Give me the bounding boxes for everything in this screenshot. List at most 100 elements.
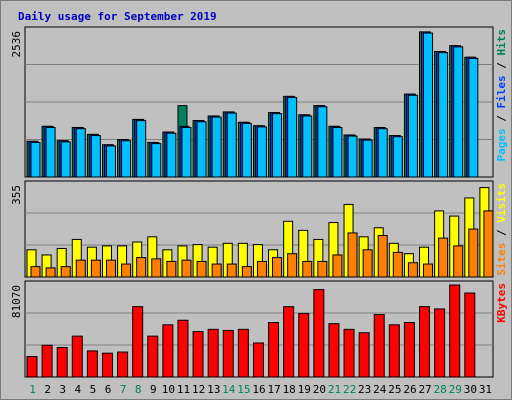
bar-kbytes-day-4: [71, 335, 83, 378]
bar-kbytes-day-7: [117, 351, 129, 378]
x-tick-day-13: 13: [207, 383, 220, 396]
bar-pages-day-14: [226, 112, 237, 178]
bar-pages-day-21: [332, 126, 343, 178]
bar-pages-day-30: [468, 57, 479, 178]
legend-separator: /: [495, 109, 508, 129]
x-tick-day-30: 30: [464, 383, 477, 396]
bar-pages-day-13: [211, 116, 222, 178]
bar-pages-day-12: [196, 121, 207, 178]
bar-pages-day-19: [302, 115, 313, 178]
bar-sites-day-19: [302, 260, 313, 278]
bar-sites-day-22: [347, 232, 358, 278]
legend-item-hits: Hits: [495, 29, 508, 56]
bar-kbytes-day-14: [222, 329, 234, 378]
bar-pages-day-10: [166, 132, 177, 178]
x-tick-day-24: 24: [373, 383, 387, 396]
bar-sites-day-29: [453, 245, 464, 278]
bar-sites-day-13: [211, 263, 222, 278]
x-tick-day-1: 1: [29, 383, 36, 396]
panel-hits-files-pages: 2536 Pages / Files / Hits: [10, 26, 508, 178]
bar-pages-day-26: [407, 94, 418, 178]
bar-pages-day-28: [438, 52, 449, 178]
x-tick-day-16: 16: [252, 383, 265, 396]
legend-item-visits: Visits: [495, 183, 508, 223]
x-tick-day-31: 31: [479, 383, 492, 396]
bar-pages-day-4: [75, 128, 86, 178]
bar-kbytes-day-18: [283, 306, 295, 378]
bar-sites-day-5: [90, 259, 101, 278]
legend-hits-files-pages: Pages / Files / Hits: [495, 29, 508, 162]
bar-kbytes-day-25: [388, 324, 400, 378]
bar-sites-day-12: [196, 260, 207, 278]
legend-item-kbytes: KBytes: [495, 283, 508, 323]
bar-sites-day-24: [377, 235, 388, 278]
x-tick-day-17: 17: [267, 383, 280, 396]
bar-kbytes-day-19: [298, 312, 310, 378]
bar-pages-day-17: [272, 113, 283, 178]
bar-kbytes-day-17: [268, 322, 280, 378]
bar-pages-day-15: [241, 122, 252, 178]
bar-pages-day-6: [105, 145, 116, 178]
bar-pages-day-20: [317, 106, 328, 178]
bar-sites-day-14: [226, 263, 237, 278]
chart-title: Daily usage for September 2019: [18, 10, 217, 23]
bar-kbytes-day-26: [403, 322, 415, 378]
bar-sites-day-21: [332, 254, 343, 278]
bar-pages-day-9: [151, 143, 162, 178]
bar-pages-day-16: [256, 126, 267, 178]
bar-sites-day-8: [136, 257, 147, 278]
legend-item-pages: Pages: [495, 128, 508, 161]
x-tick-day-26: 26: [403, 383, 416, 396]
x-tick-day-12: 12: [192, 383, 205, 396]
bar-kbytes-day-27: [419, 306, 431, 378]
x-axis-labels: 1 2 3 4 5 6 7 8 9 10 11 12 13 14 15 16 17 18 19 20 21 22 23 24 2…: [29, 383, 492, 396]
x-tick-day-5: 5: [90, 383, 97, 396]
bar-sites-day-11: [181, 259, 192, 278]
bar-sites-day-1: [30, 266, 41, 278]
x-tick-day-6: 6: [105, 383, 112, 396]
bar-sites-day-31: [483, 210, 494, 278]
chart-panels: 2536 Pages / Files / Hits 355 Sites / Visit…: [10, 26, 508, 378]
bar-kbytes-day-28: [434, 308, 446, 378]
bar-sites-day-2: [45, 267, 56, 278]
bar-sites-day-18: [287, 253, 298, 278]
bar-pages-day-25: [392, 136, 403, 178]
bar-pages-day-29: [453, 46, 464, 178]
x-tick-day-29: 29: [449, 383, 462, 396]
x-tick-day-18: 18: [283, 383, 296, 396]
bar-pages-day-1: [30, 141, 41, 178]
x-tick-day-27: 27: [418, 383, 431, 396]
x-tick-day-22: 22: [343, 383, 356, 396]
panel-kbytes: 81070 KBytes: [10, 280, 508, 378]
bar-pages-day-27: [423, 32, 434, 178]
x-tick-day-14: 14: [222, 383, 236, 396]
legend-separator: /: [495, 223, 508, 243]
legend-kbytes: KBytes: [495, 283, 508, 323]
x-tick-day-19: 19: [298, 383, 311, 396]
bar-sites-day-10: [166, 260, 177, 278]
x-tick-day-23: 23: [358, 383, 371, 396]
bar-kbytes-day-3: [56, 346, 68, 378]
bar-kbytes-day-30: [464, 292, 476, 378]
max-value-label: 2536: [10, 31, 23, 58]
bar-kbytes-day-2: [41, 344, 53, 378]
legend-item-sites: Sites: [495, 243, 508, 276]
bar-kbytes-day-8: [132, 306, 144, 378]
bar-pages-day-5: [90, 135, 101, 178]
x-tick-day-7: 7: [120, 383, 127, 396]
max-value-label: 81070: [10, 285, 23, 318]
bar-sites-day-27: [423, 263, 434, 278]
bar-sites-day-17: [272, 257, 283, 278]
bar-kbytes-day-1: [26, 356, 38, 378]
bar-pages-day-3: [60, 141, 71, 178]
bar-pages-day-24: [377, 128, 388, 178]
bar-sites-day-9: [151, 258, 162, 278]
bar-kbytes-day-12: [192, 331, 204, 378]
bar-sites-day-26: [407, 262, 418, 278]
x-tick-day-20: 20: [313, 383, 326, 396]
bar-pages-day-22: [347, 135, 358, 178]
bar-sites-day-6: [105, 259, 116, 278]
bar-sites-day-4: [75, 259, 86, 278]
bar-pages-day-2: [45, 126, 56, 178]
bar-sites-day-20: [317, 260, 328, 278]
